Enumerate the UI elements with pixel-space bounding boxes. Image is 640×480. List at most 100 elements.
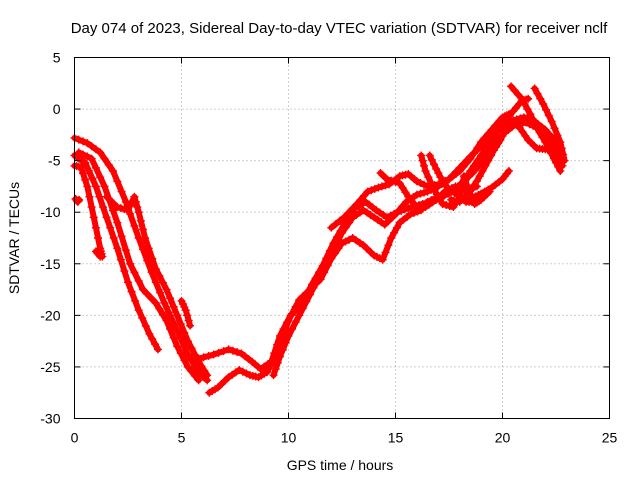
data-point-marker [547, 117, 556, 126]
data-point-marker [109, 166, 118, 175]
series-track-15 [91, 247, 105, 261]
data-point-marker [209, 350, 218, 359]
data-point-marker [148, 335, 157, 344]
data-point-marker [420, 180, 429, 189]
data-point-marker [106, 223, 115, 232]
data-point-marker [496, 136, 505, 145]
data-point-marker [502, 116, 511, 125]
data-point-marker [151, 340, 160, 349]
series-track-1 [70, 133, 212, 385]
x-tick-label: 5 [178, 430, 186, 446]
data-point-marker [95, 192, 104, 201]
x-tick-label: 20 [495, 430, 511, 446]
data-point-marker [96, 173, 105, 182]
data-point-marker [85, 192, 94, 201]
series-track-19 [425, 151, 488, 206]
data-point-marker [295, 295, 304, 304]
data-point-marker [544, 143, 553, 152]
data-point-marker [104, 160, 113, 169]
data-point-marker [160, 298, 169, 307]
data-point-marker [153, 345, 162, 354]
data-point-marker [480, 146, 489, 155]
data-point-marker [548, 133, 557, 142]
data-point-marker [143, 290, 152, 299]
data-point-marker [445, 202, 454, 211]
data-point-marker [183, 337, 192, 346]
data-point-marker [484, 129, 493, 138]
data-point-marker [560, 156, 569, 165]
data-point-marker [136, 216, 145, 225]
data-point-marker [484, 156, 493, 165]
data-point-marker [556, 138, 565, 147]
data-point-marker [520, 99, 529, 108]
data-point-marker [387, 176, 396, 185]
data-point-marker [89, 213, 98, 222]
data-point-marker [359, 241, 368, 250]
data-point-marker [418, 156, 427, 165]
data-point-marker [331, 220, 340, 229]
data-point-marker [341, 223, 350, 232]
data-point-marker [549, 154, 558, 163]
data-point-marker [120, 267, 129, 276]
data-point-marker [87, 154, 96, 163]
data-point-marker [224, 345, 233, 354]
data-point-marker [515, 123, 524, 132]
data-point-marker [498, 120, 507, 129]
data-point-marker [387, 213, 396, 222]
series-track-4 [74, 148, 203, 385]
data-point-marker [184, 316, 193, 325]
data-point-marker [100, 182, 109, 191]
data-point-marker [117, 232, 126, 241]
data-point-marker [83, 139, 92, 148]
data-point-marker [378, 255, 387, 264]
series-track-16 [177, 296, 195, 330]
data-point-marker [91, 145, 100, 154]
data-point-marker [187, 344, 196, 353]
data-point-marker [134, 208, 143, 217]
data-point-marker [362, 244, 371, 253]
data-point-marker [401, 188, 410, 197]
data-point-marker [158, 310, 167, 319]
data-point-marker [352, 199, 361, 208]
data-point-marker [382, 175, 391, 184]
data-point-marker [381, 248, 390, 257]
data-point-marker [363, 187, 372, 196]
series-track-20 [459, 166, 513, 204]
data-point-marker [360, 191, 369, 200]
data-point-marker [273, 358, 282, 367]
data-point-marker [138, 245, 147, 254]
data-point-marker [156, 288, 165, 297]
data-point-marker [464, 185, 473, 194]
data-point-marker [191, 371, 200, 380]
plot-frame [74, 57, 610, 419]
data-point-marker [113, 177, 122, 186]
data-point-marker [281, 338, 290, 347]
data-point-marker [74, 135, 83, 144]
data-point-marker [432, 164, 441, 173]
data-point-marker [553, 131, 562, 140]
series-track-8 [269, 113, 567, 380]
data-point-marker [219, 347, 228, 356]
data-point-marker [121, 246, 130, 255]
data-point-marker [155, 271, 164, 280]
data-point-marker [141, 322, 150, 331]
data-point-marker [126, 259, 135, 268]
data-point-marker [213, 383, 222, 392]
data-point-marker [505, 111, 514, 120]
data-point-marker [176, 319, 185, 328]
data-point-marker [91, 163, 100, 172]
data-point-marker [83, 182, 92, 191]
data-point-marker [434, 169, 443, 178]
data-point-marker [523, 105, 532, 114]
data-point-marker [83, 152, 92, 161]
data-point-marker [320, 263, 329, 272]
data-point-marker [345, 218, 354, 227]
data-point-marker [221, 376, 230, 385]
series-track-12 [507, 82, 565, 175]
data-point-marker [187, 367, 196, 376]
data-point-marker [295, 311, 304, 320]
data-point-marker [420, 161, 429, 170]
data-point-marker [420, 188, 429, 197]
data-point-marker [417, 151, 426, 160]
